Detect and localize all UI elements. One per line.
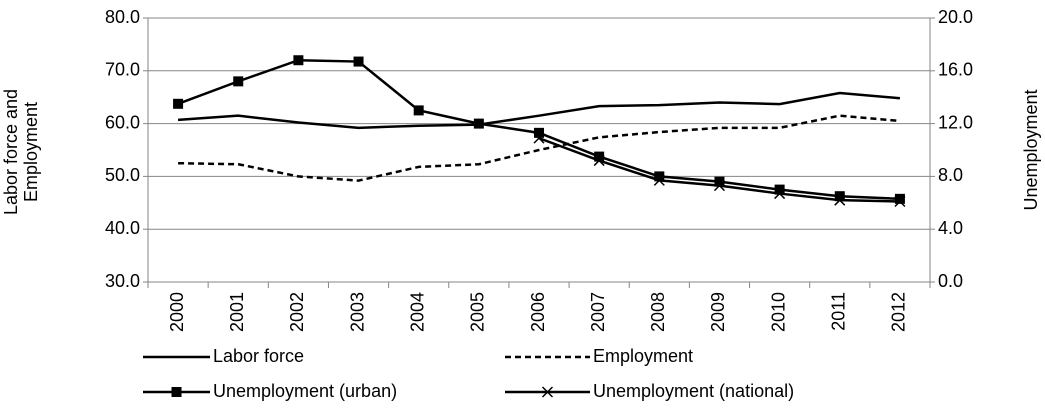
legend-marker: [541, 386, 554, 398]
legend-label: Labor force: [213, 346, 304, 366]
series-line: [538, 136, 900, 203]
data-point: [714, 176, 725, 187]
data-point: [894, 195, 906, 208]
y2-tick-label: 8.0: [938, 165, 963, 185]
x-tick-label: 2005: [468, 292, 488, 332]
y-tick-label: 70.0: [105, 60, 140, 80]
data-point: [473, 118, 484, 129]
y2-axis-label: Unemployment: [1021, 89, 1041, 210]
data-point: [654, 171, 665, 182]
y2-tick-label: 16.0: [938, 60, 973, 80]
x-tick-label: 2012: [889, 292, 909, 332]
x-tick-label: 2007: [588, 292, 608, 332]
data-point: [653, 174, 665, 186]
x-tick-label: 2009: [708, 292, 728, 332]
x-tick-label: 2011: [829, 292, 849, 331]
data-point: [834, 191, 845, 202]
legend-marker: [171, 387, 182, 397]
y-tick-label: 50.0: [105, 165, 140, 185]
x-tick-label: 2008: [648, 292, 668, 332]
x-tick-label: 2000: [167, 292, 187, 332]
y-axis-label: Labor force andEmployment: [1, 89, 41, 215]
legend-label: Unemployment (urban): [213, 381, 397, 401]
data-point: [774, 188, 786, 200]
y2-tick-label: 4.0: [938, 218, 963, 238]
data-point: [774, 184, 785, 195]
plot-frame: [147, 17, 931, 283]
x-tick-label: 2001: [227, 292, 247, 332]
legend-label: Unemployment (national): [593, 381, 794, 401]
legend-label: Employment: [593, 346, 693, 366]
data-point: [413, 105, 424, 116]
data-point: [533, 132, 545, 144]
y-tick-label: 30.0: [105, 271, 140, 291]
x-tick-label: 2006: [528, 292, 548, 332]
x-tick-label: 2003: [347, 292, 367, 332]
y2-tick-label: 20.0: [938, 7, 973, 27]
y2-tick-label: 0.0: [938, 271, 963, 291]
data-point: [834, 194, 846, 206]
x-tick-label: 2002: [287, 292, 307, 332]
data-point: [293, 55, 304, 66]
data-point: [173, 98, 184, 109]
y2-tick-label: 12.0: [938, 112, 973, 132]
y-tick-label: 80.0: [105, 7, 140, 27]
data-point: [594, 151, 605, 162]
data-point: [233, 76, 244, 87]
y-tick-label: 60.0: [105, 112, 140, 132]
x-tick-label: 2004: [407, 292, 427, 332]
data-point: [713, 180, 725, 192]
series-line: [177, 91, 901, 130]
data-point: [593, 155, 605, 167]
y-tick-label: 40.0: [105, 218, 140, 238]
data-point: [894, 193, 905, 204]
data-point: [353, 56, 364, 67]
series-line: [178, 114, 901, 182]
data-point: [534, 127, 544, 138]
x-tick-label: 2010: [768, 292, 788, 332]
